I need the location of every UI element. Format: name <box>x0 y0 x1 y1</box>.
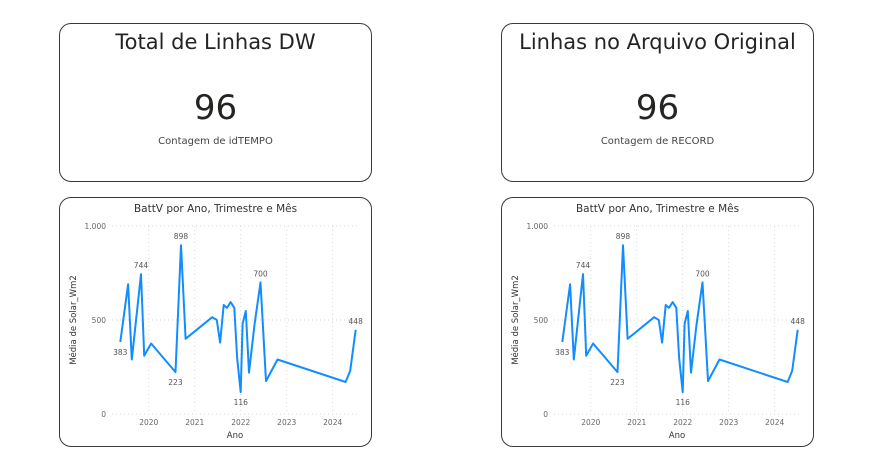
x-tick-label: 2020 <box>139 418 158 427</box>
x-tick-label: 2023 <box>719 418 738 427</box>
chart-title: BattV por Ano, Trimestre e Mês <box>575 203 740 215</box>
y-axis-title: Média de Solar_Wm2 <box>68 275 79 365</box>
data-label: 898 <box>174 232 189 241</box>
data-label: 383 <box>113 348 128 357</box>
kpi-card-total-dw[interactable]: Total de Linhas DW 96 Contagem de idTEMP… <box>59 23 372 182</box>
x-axis-title: Ano <box>669 431 685 441</box>
x-tick-label: 2024 <box>765 418 784 427</box>
line-chart-card-right[interactable]: BattV por Ano, Trimestre e Mês 0 500 1.000… <box>501 197 814 447</box>
series-line <box>119 244 357 394</box>
line-chart: 0 500 1.000 2020 2021 2022 2023 2024 Ano Média de… <box>510 222 806 441</box>
kpi-value: 96 <box>193 88 238 128</box>
data-label: 448 <box>349 317 364 326</box>
y-tick-label: 1.000 <box>527 222 549 231</box>
x-tick-label: 2021 <box>627 418 646 427</box>
kpi-value: 96 <box>635 88 680 128</box>
data-label: 700 <box>253 269 268 278</box>
y-tick-label: 1.000 <box>85 222 107 231</box>
series-line <box>561 244 799 394</box>
x-axis-title: Ano <box>227 431 243 441</box>
kpi-label: Contagem de RECORD <box>600 136 715 147</box>
x-tick-label: 2023 <box>277 418 296 427</box>
y-tick-label: 500 <box>92 316 107 325</box>
y-tick-label: 0 <box>101 410 106 419</box>
data-label: 223 <box>168 378 183 387</box>
data-label: 223 <box>610 378 625 387</box>
data-label: 700 <box>695 269 710 278</box>
y-tick-label: 0 <box>543 410 548 419</box>
x-tick-label: 2022 <box>673 418 692 427</box>
data-label: 116 <box>676 398 691 407</box>
data-label: 448 <box>791 317 806 326</box>
y-tick-label: 500 <box>534 316 549 325</box>
kpi-title: Linhas no Arquivo Original <box>519 30 796 54</box>
kpi-label: Contagem de idTEMPO <box>158 136 273 147</box>
line-chart: 0 500 1.000 2020 2021 2022 2023 2024 Ano Média de… <box>68 222 364 441</box>
chart-title: BattV por Ano, Trimestre e Mês <box>133 203 298 215</box>
y-axis-title: Média de Solar_Wm2 <box>510 275 521 365</box>
data-label: 898 <box>616 232 631 241</box>
kpi-card-original-file[interactable]: Linhas no Arquivo Original 96 Contagem d… <box>501 23 814 182</box>
data-label: 383 <box>555 348 570 357</box>
x-tick-label: 2020 <box>581 418 600 427</box>
x-tick-label: 2021 <box>185 418 204 427</box>
x-tick-label: 2024 <box>323 418 342 427</box>
data-label: 744 <box>576 261 591 270</box>
line-chart-card-left[interactable]: BattV por Ano, Trimestre e Mês 0 500 1.000… <box>59 197 372 447</box>
data-label: 744 <box>134 261 149 270</box>
x-tick-label: 2022 <box>231 418 250 427</box>
data-label: 116 <box>234 398 249 407</box>
kpi-title: Total de Linhas DW <box>115 30 316 54</box>
